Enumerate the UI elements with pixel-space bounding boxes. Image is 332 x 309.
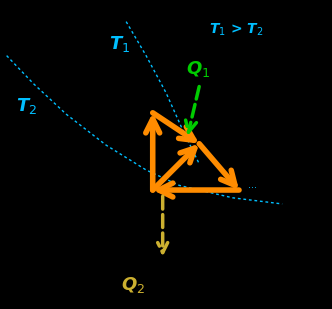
Text: T$_1$: T$_1$ bbox=[109, 34, 130, 54]
Text: T$_1$ > T$_2$: T$_1$ > T$_2$ bbox=[209, 22, 264, 38]
Text: Q$_2$: Q$_2$ bbox=[121, 275, 145, 295]
Text: ...: ... bbox=[248, 180, 257, 190]
Text: T$_2$: T$_2$ bbox=[16, 96, 37, 116]
Text: Q$_1$: Q$_1$ bbox=[186, 59, 210, 79]
